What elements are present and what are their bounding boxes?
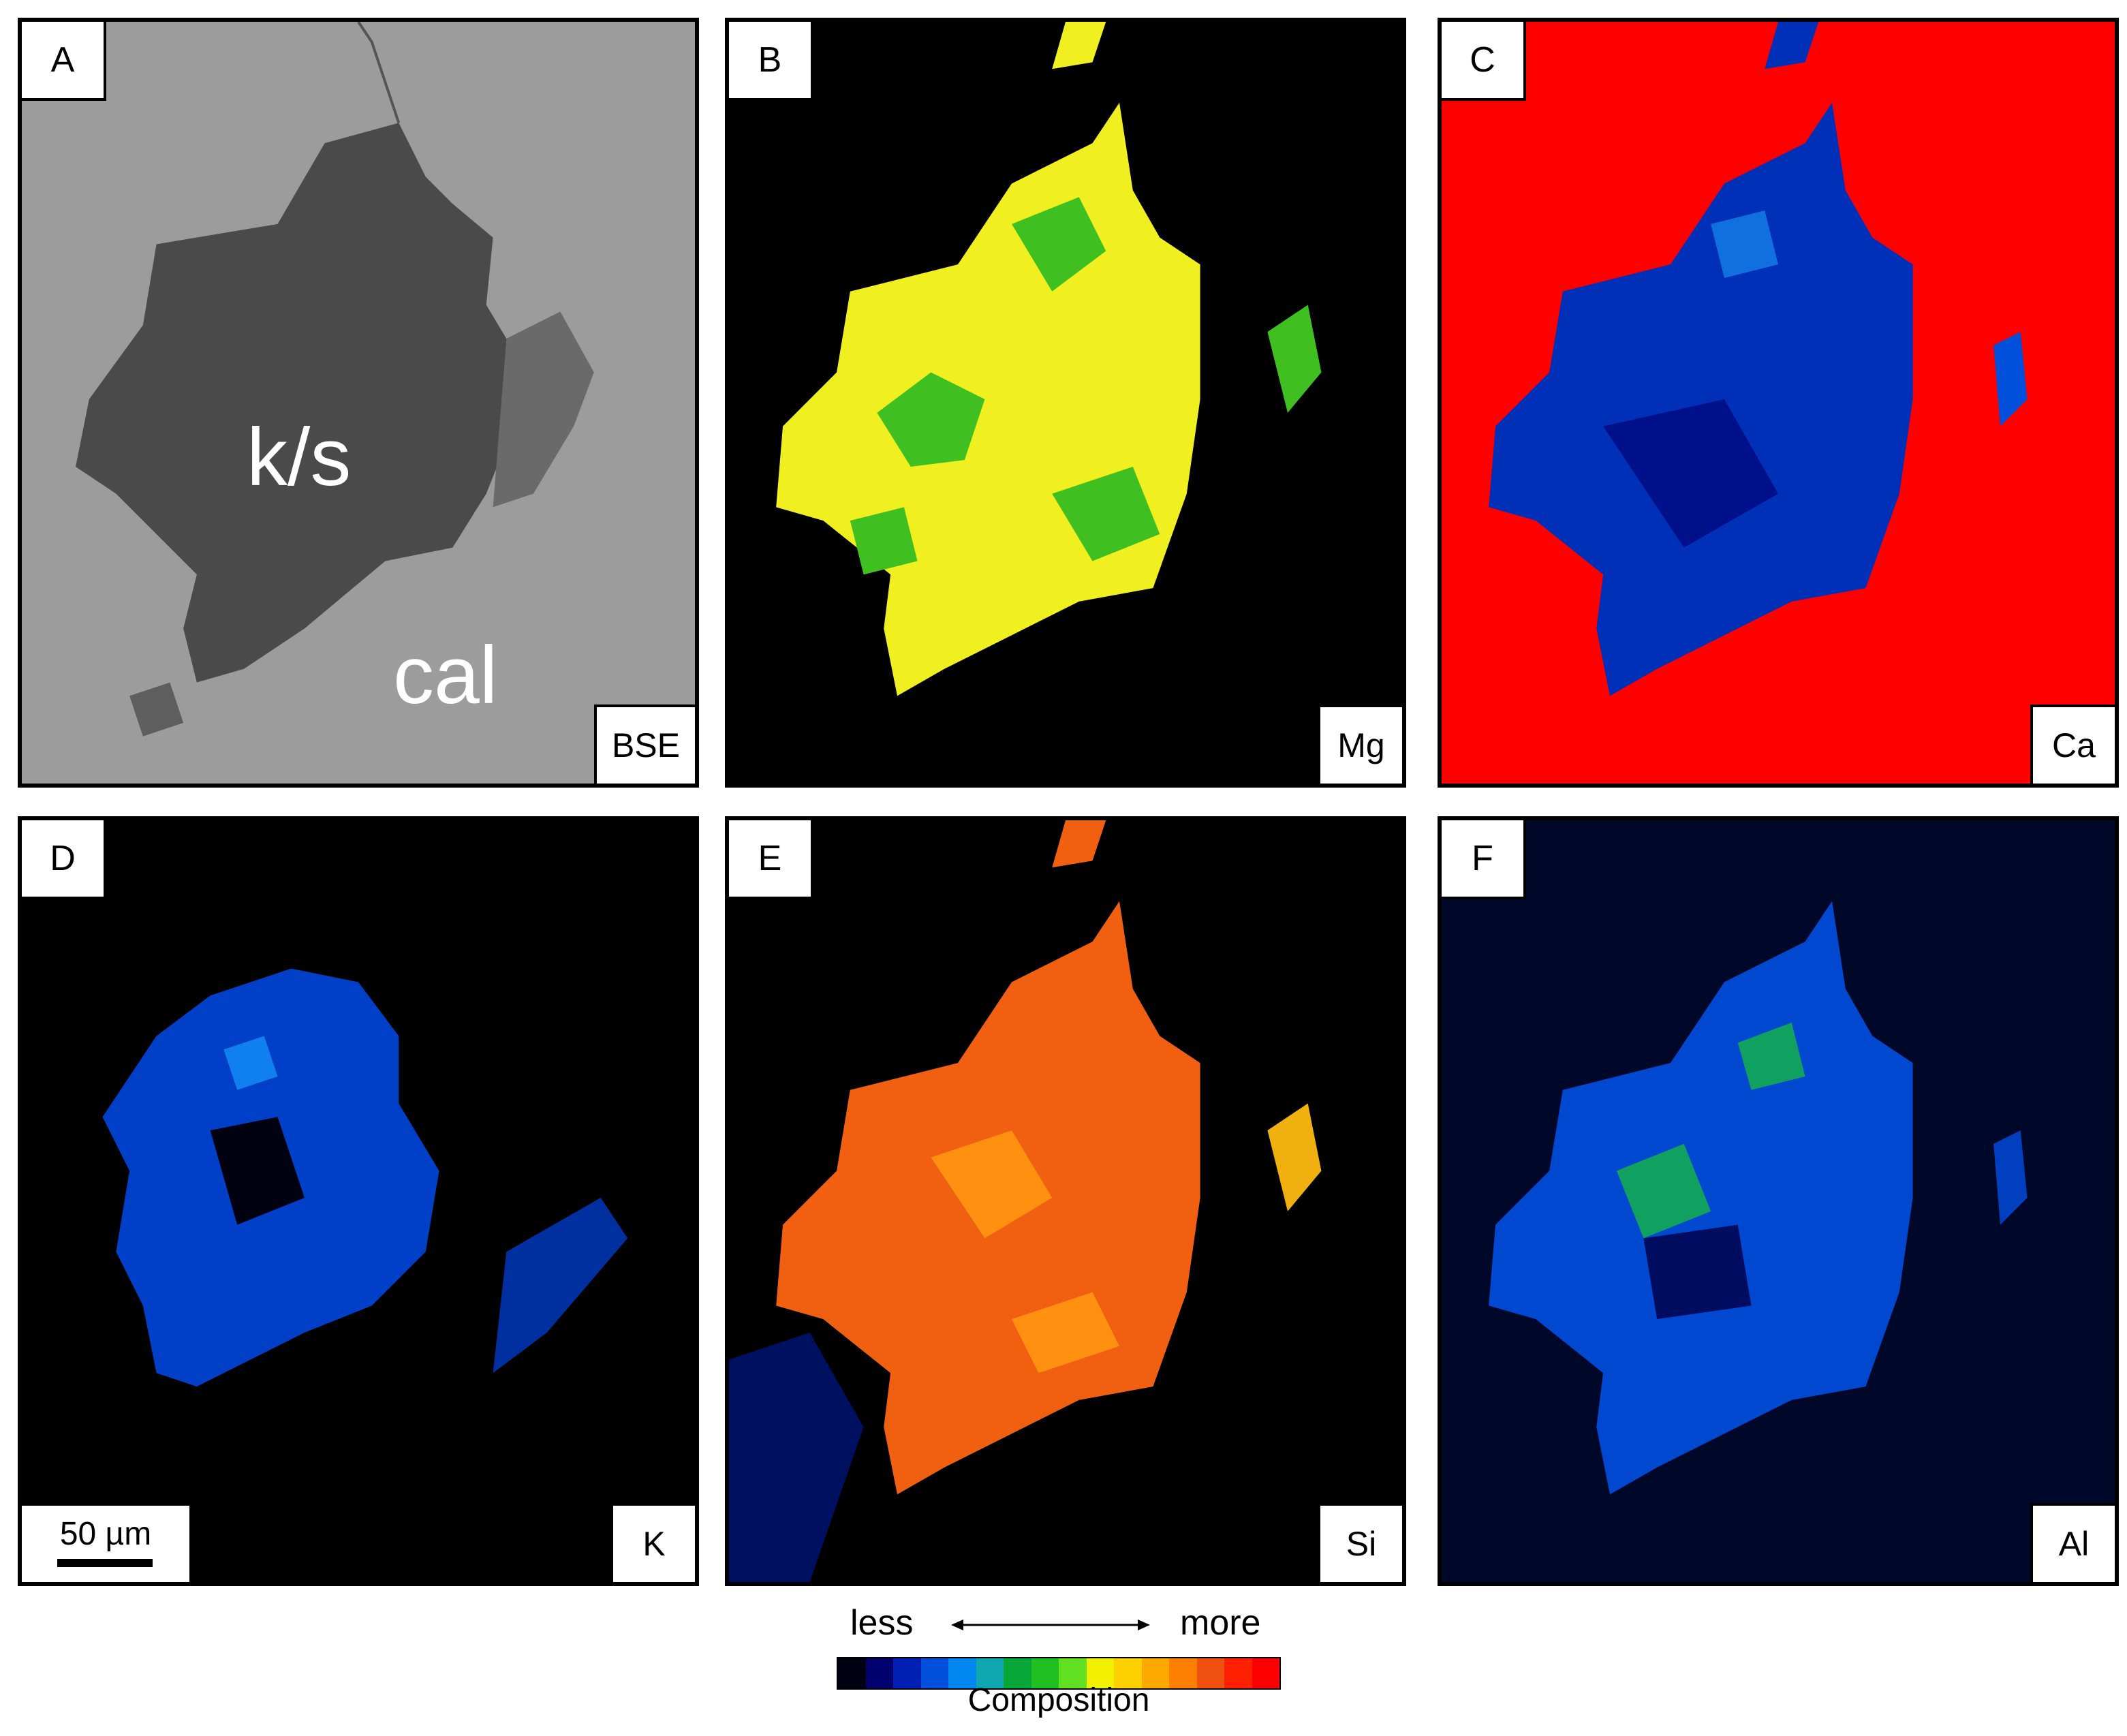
k-map [22, 820, 695, 1582]
ca-map [1442, 22, 2115, 784]
colorbar-swatch [1196, 1658, 1224, 1688]
panel-label: E [729, 820, 813, 899]
colorbar-swatch [1141, 1658, 1169, 1688]
element-label: Mg [1318, 704, 1402, 784]
colorbar-swatch [838, 1658, 866, 1688]
element-label: K [610, 1503, 695, 1582]
colorbar-swatch [920, 1658, 948, 1688]
scale-bar-line [57, 1559, 153, 1567]
element-label: Si [1318, 1503, 1402, 1582]
panel-f-al: F Al [1438, 816, 2119, 1586]
colorbar-swatch [976, 1658, 1004, 1688]
element-label: BSE [593, 704, 695, 784]
colorbar-swatch [1031, 1658, 1059, 1688]
panel-label: F [1442, 820, 1526, 899]
mg-map [729, 22, 1402, 784]
colorbar-swatch [1086, 1658, 1114, 1688]
ks-annotation: k/s [247, 412, 352, 503]
panel-c-ca: C Ca [1438, 18, 2119, 788]
colorbar-swatch [1004, 1658, 1031, 1688]
element-label: Al [2030, 1503, 2115, 1582]
colorbar-swatch [893, 1658, 921, 1688]
legend-title: Composition [967, 1682, 1150, 1718]
panel-label: B [729, 22, 813, 101]
colorbar-swatch [948, 1658, 976, 1688]
cal-annotation: cal [393, 630, 498, 721]
colorbar-swatch [1059, 1658, 1087, 1688]
al-map [1442, 820, 2115, 1582]
panel-e-si: E Si [725, 816, 1406, 1586]
composition-colorbar [837, 1657, 1281, 1690]
panel-d-k: D 50 µm K [18, 816, 699, 1586]
scale-bar: 50 µm [22, 1503, 192, 1582]
panel-label: A [22, 22, 106, 101]
legend-more: more [1180, 1603, 1261, 1643]
si-map [729, 820, 1402, 1582]
element-label: Ca [2030, 704, 2115, 784]
panel-label: C [1442, 22, 1526, 101]
colorbar-swatch [1224, 1658, 1252, 1688]
double-arrow-icon [951, 1619, 1150, 1630]
panel-b-mg: B Mg [725, 18, 1406, 788]
colorbar-swatch [1114, 1658, 1142, 1688]
scale-bar-label: 50 µm [59, 1516, 152, 1552]
bse-image [22, 22, 695, 784]
panel-label: D [22, 820, 106, 899]
colorbar-swatch [865, 1658, 893, 1688]
panel-a-bse: A k/s cal BSE [18, 18, 699, 788]
colorbar-swatch [1252, 1658, 1279, 1688]
legend-less: less [850, 1603, 914, 1643]
colorbar-swatch [1169, 1658, 1197, 1688]
